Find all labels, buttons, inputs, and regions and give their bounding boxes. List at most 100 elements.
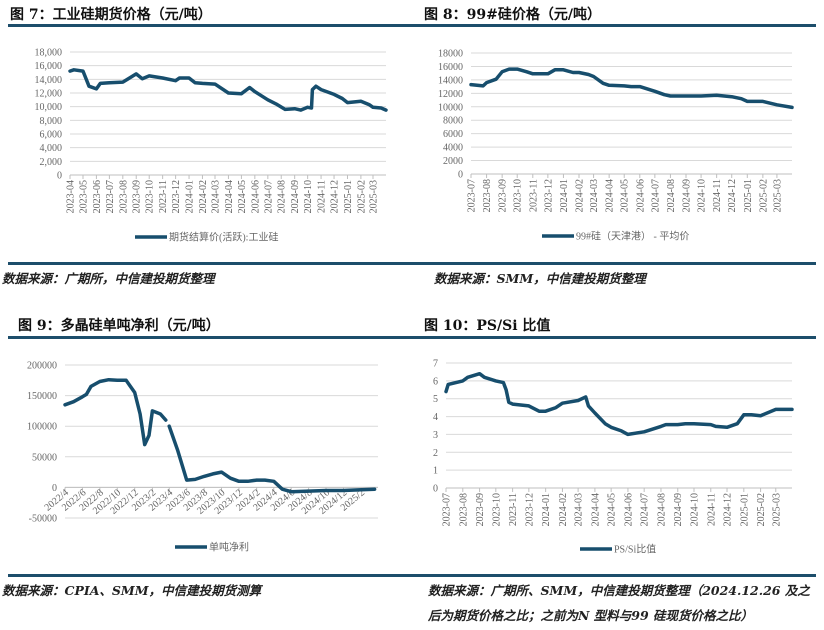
x-tick-label: 2024-02: [198, 180, 209, 213]
x-tick-label: 2023-12: [524, 493, 535, 526]
x-tick-label: 2024-02: [575, 179, 586, 212]
series-line: [63, 377, 377, 494]
x-tick-label: 2024-08: [666, 179, 677, 212]
x-tick-label: 2023-08: [482, 179, 493, 212]
y-tick-label: 8,000: [40, 116, 63, 127]
x-tick-label: 2023-10: [145, 180, 156, 213]
x-tick-label: 2024-08: [656, 493, 667, 526]
x-tick-label: 2024-03: [589, 179, 600, 212]
x-tick-label: 2024-06: [635, 179, 646, 212]
x-tick-label: 2024-05: [620, 179, 631, 212]
x-tick-label: 2025-01: [343, 180, 354, 213]
source-rule: [8, 262, 412, 265]
x-tick-label: 2023-11: [158, 180, 169, 213]
x-tick-label: 2024-01: [559, 179, 570, 212]
x-tick-label: 2023-04: [66, 180, 77, 213]
y-tick-label: 1: [433, 466, 438, 477]
y-tick-label: 8000: [443, 116, 463, 127]
y-tick-label: 18000: [438, 49, 463, 60]
x-tick-label: 2025-01: [739, 493, 750, 526]
y-tick-label: 12,000: [35, 89, 63, 100]
x-tick-label: 2024-03: [211, 180, 222, 213]
x-tick-label: 2025-03: [772, 179, 783, 212]
y-tick-label: 50000: [32, 452, 57, 463]
y-tick-label: 14000: [438, 75, 463, 86]
x-tick-label: 2024-12: [727, 179, 738, 212]
y-tick-label: 2: [433, 448, 438, 459]
x-tick-label: 2023-06: [92, 180, 103, 213]
x-tick-label: 2025-01: [743, 179, 754, 212]
y-tick-label: 3: [433, 430, 438, 441]
x-tick-label: 2024-09: [682, 179, 693, 212]
x-tick-label: 2024-12: [330, 180, 341, 213]
x-tick-label: 2023-08: [118, 180, 129, 213]
y-tick-label: 14,000: [35, 75, 63, 86]
x-tick-label: 2024-04: [605, 179, 616, 212]
figure-8-title: 图 8：99#硅价格（元/吨）: [424, 7, 601, 23]
x-tick-label: 2025-02: [756, 493, 767, 526]
legend-label: 期货结算价(活跃):工业硅: [169, 231, 278, 244]
x-tick-label: 2025-02: [758, 179, 769, 212]
figure-8-source: 数据来源：SMM，中信建投期货整理: [434, 271, 646, 286]
figure-10-title: 图 10：PS/Si 比值: [424, 318, 551, 334]
figure-7-title: 图 7：工业硅期货价格（元/吨）: [10, 7, 212, 23]
x-tick-label: 2024-07: [650, 179, 661, 212]
legend-label: PS/Si比值: [614, 543, 656, 556]
x-tick-label: 2024-06: [623, 493, 634, 526]
x-tick-label: 2024-01: [185, 180, 196, 213]
x-tick-label: 2023-05: [78, 180, 89, 213]
legend-label: 99#硅（天津港） - 平均价: [576, 230, 689, 243]
source-rule: [412, 262, 816, 265]
x-tick-label: 2023-11: [528, 179, 539, 212]
title-rule: [412, 24, 816, 27]
y-tick-label: 2000: [443, 156, 463, 167]
figure-9-chart: -500000500001000001500002000002022/42022…: [27, 361, 378, 554]
y-tick-label: 4000: [443, 143, 463, 154]
x-tick-label: 2024-10: [697, 179, 708, 212]
x-tick-label: 2024-05: [607, 493, 618, 526]
y-tick-label: 6,000: [40, 130, 63, 141]
x-tick-label: 2025-03: [369, 180, 380, 213]
x-tick-label: 2023-09: [132, 180, 143, 213]
x-tick-label: 2023-07: [105, 180, 116, 213]
y-tick-label: 200000: [27, 361, 57, 372]
y-tick-label: 7: [433, 359, 438, 370]
x-tick-label: 2023-11: [508, 493, 519, 526]
figure-9-title: 图 9：多晶硅单吨净利（元/吨）: [18, 318, 220, 334]
y-tick-label: -50000: [29, 514, 57, 525]
y-tick-label: 10000: [438, 102, 463, 113]
x-tick-label: 2024-12: [723, 493, 734, 526]
x-tick-label: 2024-07: [640, 493, 651, 526]
source-rule: [412, 574, 816, 577]
x-tick-label: 2024-06: [250, 180, 261, 213]
figure-7-chart: 0 2,000 4,000 6,000 8,000 10,000 12,000 14,000 1…: [35, 48, 388, 244]
y-tick-label: 4,000: [40, 143, 63, 154]
y-tick-label: 16,000: [35, 61, 63, 72]
x-tick-label: 2024-07: [263, 180, 274, 213]
x-tick-label: 2024-08: [277, 180, 288, 213]
y-tick-label: 4: [433, 412, 438, 423]
x-tick-label: 2024-09: [673, 493, 684, 526]
y-tick-label: 12000: [438, 89, 463, 100]
y-tick-label: 0: [52, 483, 57, 494]
title-rule: [412, 336, 816, 339]
figure-8-chart: 0 2000 4000 6000 8000 10000 12000 14000 16000 180…: [438, 49, 794, 243]
x-tick-label: 2024-09: [290, 180, 301, 213]
y-tick-label: 0: [57, 171, 62, 182]
x-tick-label: 2023-12: [543, 179, 554, 212]
y-tick-label: 6000: [443, 129, 463, 140]
y-tick-label: 0: [458, 170, 463, 181]
x-tick-label: 2023-10: [491, 493, 502, 526]
x-tick-label: 2023-08: [458, 493, 469, 526]
title-rule: [8, 336, 412, 339]
x-tick-label: 2024-02: [558, 493, 569, 526]
x-tick-label: 2024-04: [590, 493, 601, 526]
series-line: [444, 371, 794, 437]
title-rule: [8, 24, 412, 27]
y-tick-label: 100000: [27, 422, 57, 433]
x-tick-label: 2023-09: [498, 179, 509, 212]
series-line: [469, 67, 794, 110]
figure-10-chart: 0 1 2 3 4 5 6 7 2023-07 2023-08 2023-09 2023-10 2023…: [433, 359, 794, 556]
x-tick-label: 2025-02: [356, 180, 367, 213]
x-tick-label: 2023-10: [513, 179, 524, 212]
